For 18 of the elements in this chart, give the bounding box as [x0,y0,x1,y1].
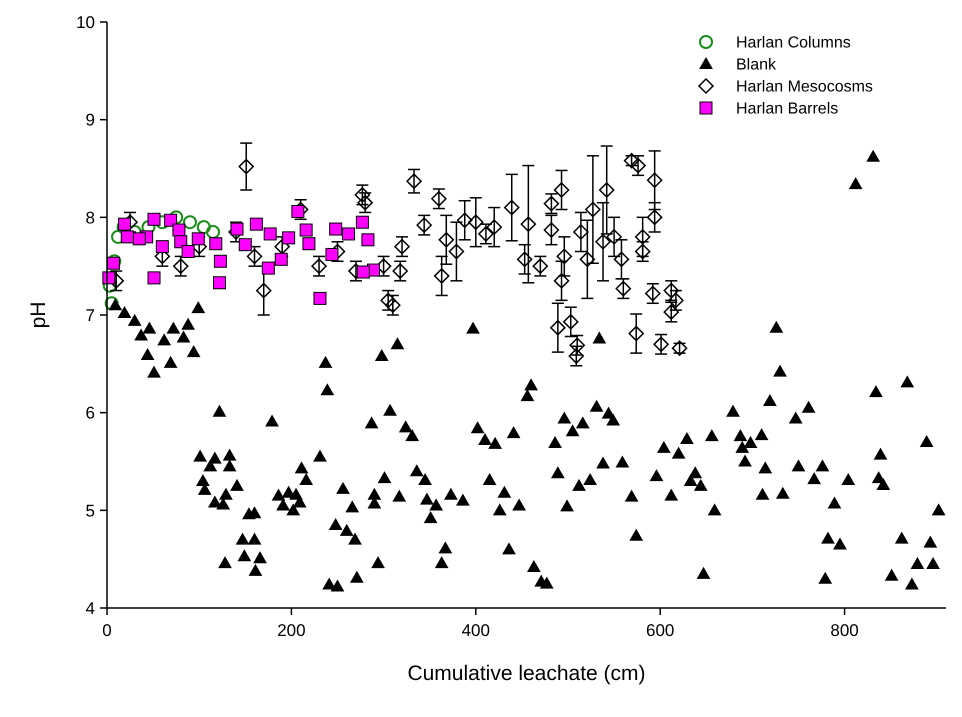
y-tick-label: 5 [86,501,95,520]
y-tick-label: 8 [86,208,95,228]
y-tick-label: 4 [86,598,95,618]
x-tick-label: 800 [830,621,859,640]
legend-label: Harlan Columns [736,34,851,52]
y-tick-label: 7 [86,306,95,325]
legend-label: Blank [736,56,778,74]
legend-label: Harlan Mesocosms [736,78,873,96]
y-tick-label: 10 [76,12,95,32]
x-tick-label: 400 [462,621,490,640]
legend-label: Harlan Barrels [736,100,838,118]
x-tick-label: 0 [102,621,112,640]
y-axis-title: pH [27,302,50,328]
x-tick-label: 600 [646,621,674,640]
x-axis-title: Cumulative leachate (cm) [407,662,646,685]
x-tick-label: 200 [277,621,306,640]
y-tick-label: 9 [86,110,95,130]
y-tick-label: 6 [86,404,95,423]
